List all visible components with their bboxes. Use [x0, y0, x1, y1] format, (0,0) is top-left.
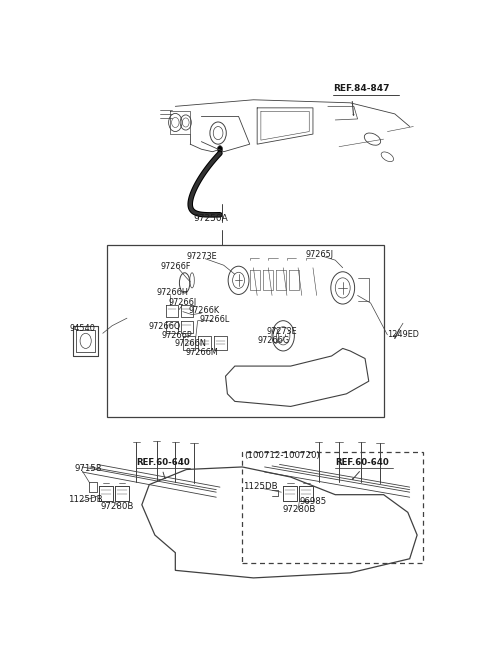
Text: 96985: 96985 — [299, 496, 326, 506]
Text: 97266J: 97266J — [169, 297, 197, 307]
Bar — [107, 245, 384, 417]
Text: REF.60-640: REF.60-640 — [136, 458, 190, 468]
Text: REF.84-847: REF.84-847 — [334, 84, 390, 93]
Text: 97273E: 97273E — [266, 328, 297, 336]
Text: 1249ED: 1249ED — [387, 330, 419, 339]
Text: 97266G: 97266G — [257, 337, 289, 345]
Text: 97158: 97158 — [74, 464, 101, 473]
Text: 97266F: 97266F — [160, 262, 191, 271]
Text: 1125DB: 1125DB — [68, 495, 103, 504]
Text: 97266L: 97266L — [200, 314, 230, 324]
Text: 97266N: 97266N — [175, 339, 206, 348]
Text: REF.60-640: REF.60-640 — [335, 458, 389, 468]
Text: 97266H: 97266H — [156, 288, 189, 297]
Text: 97266Q: 97266Q — [148, 322, 181, 331]
Text: 97280B: 97280B — [101, 502, 134, 511]
Bar — [241, 452, 423, 563]
Text: 97266M: 97266M — [186, 348, 218, 357]
Text: 94540: 94540 — [69, 324, 95, 333]
Text: 97273E: 97273E — [186, 252, 217, 261]
Circle shape — [217, 145, 223, 153]
Text: 97266P: 97266P — [161, 331, 192, 340]
Text: 97250A: 97250A — [193, 214, 228, 223]
Text: 1125DB: 1125DB — [243, 481, 278, 491]
Text: 97265J: 97265J — [305, 250, 334, 259]
Text: 97280B: 97280B — [282, 505, 316, 514]
Text: (100712-100720): (100712-100720) — [244, 451, 320, 460]
Text: 97266K: 97266K — [188, 306, 219, 315]
